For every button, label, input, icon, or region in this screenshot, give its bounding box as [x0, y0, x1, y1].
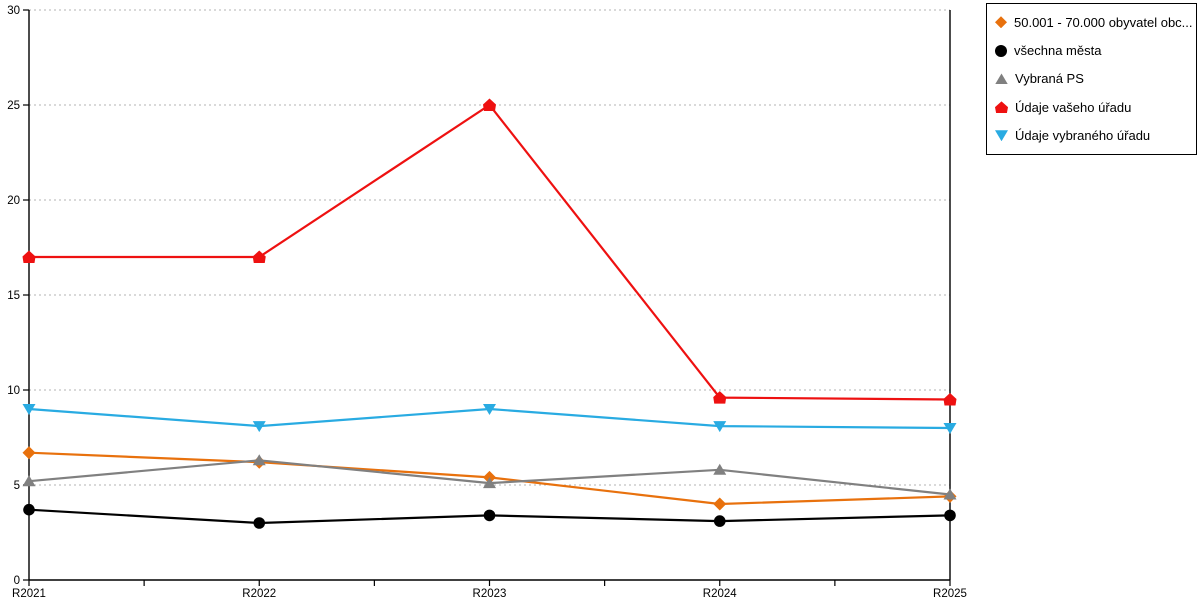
data-point: [713, 497, 727, 511]
data-point: [22, 475, 36, 487]
data-point: [483, 98, 496, 111]
x-tick-label: R2022: [242, 588, 276, 600]
y-tick-label: 20: [7, 195, 20, 207]
legend-item-2: Vybraná PS: [995, 72, 1188, 85]
triangle-up-icon: [995, 73, 1008, 85]
legend-label: Údaje vašeho úřadu: [1015, 99, 1132, 115]
line-chart: 0 5 10 15 20 25 30 R2021 R2022 R2023 R2024 R2025: [7, 5, 967, 600]
data-point: [483, 477, 496, 489]
data-point: [22, 446, 36, 460]
data-point: [22, 250, 36, 263]
data-point: [713, 391, 727, 404]
data-point: [713, 463, 727, 475]
legend-label: všechna města: [1014, 43, 1102, 59]
data-point: [713, 515, 726, 527]
y-tick-label: 25: [7, 100, 20, 112]
y-tick-label: 0: [14, 575, 20, 587]
x-tick-label: R2024: [703, 588, 737, 600]
data-point: [252, 454, 266, 466]
y-tick-label: 15: [7, 290, 20, 302]
legend-label: Vybraná PS: [1015, 71, 1084, 87]
data-point: [253, 517, 266, 529]
data-point: [943, 393, 957, 406]
data-point: [252, 421, 266, 433]
legend-item-3: Údaje vašeho úřadu: [995, 101, 1188, 114]
x-tick-label: R2023: [473, 588, 507, 600]
data-point: [23, 503, 35, 516]
y-tick-label: 5: [14, 480, 20, 492]
data-point: [943, 423, 957, 434]
triangle-down-icon: [995, 130, 1008, 142]
data-point: [252, 250, 266, 263]
data-point: [22, 404, 36, 415]
pentagon-icon: [995, 101, 1008, 114]
legend-label: Údaje vybraného úřadu: [1015, 128, 1151, 144]
circle-icon: [995, 44, 1007, 57]
y-tick-label: 10: [7, 385, 20, 397]
legend-label: 50.001 - 70.000 obyvatel obc...: [1014, 14, 1193, 30]
data-point: [944, 509, 956, 522]
series-line-3: [29, 103, 951, 401]
x-tick-label: R2021: [12, 588, 46, 600]
legend-item-1: všechna města: [995, 44, 1188, 57]
x-tick-label: R2025: [933, 588, 967, 600]
data-point: [483, 404, 496, 415]
legend-item-4: Údaje vybraného úřadu: [995, 129, 1188, 142]
y-tick-label: 30: [7, 5, 20, 17]
data-point: [483, 509, 496, 522]
diamond-icon: [995, 16, 1007, 29]
data-point: [713, 421, 727, 433]
chart-legend: 50.001 - 70.000 obyvatel obc... všechna m…: [986, 3, 1197, 155]
data-point: [943, 488, 957, 500]
legend-item-0: 50.001 - 70.000 obyvatel obc...: [995, 16, 1193, 29]
